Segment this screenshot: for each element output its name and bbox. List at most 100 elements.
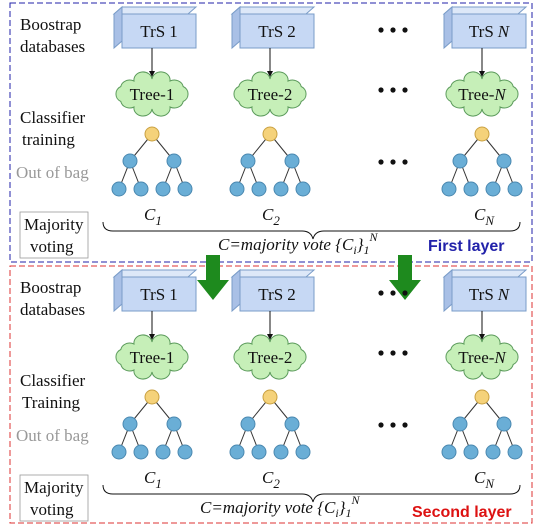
set-label: TrSN [469,285,511,304]
row-label: databases [20,300,85,319]
formula-sup: N [369,230,379,244]
tree-index: 2 [284,85,293,104]
box-side [232,270,240,311]
formula-sup: N [351,493,361,507]
box-top [232,270,314,277]
tree-node [497,154,511,168]
classifier-sub: 1 [155,476,162,491]
tree-node [241,417,255,431]
ellipsis-dot [378,87,383,92]
classifier-sub: N [484,476,495,491]
ellipsis-dot [378,350,383,355]
classifier-sub: 1 [155,213,162,228]
formula: C=majority vote {Ci}1N [218,230,379,257]
classifier-label: C2 [262,205,280,228]
tree-label: Tree-2 [248,348,293,367]
tree-label: Tree-N [458,85,507,104]
ellipsis-dot [402,290,407,295]
diagram: BoostrapdatabasesClassifiertrainingOut o… [0,0,542,527]
classifier-sub: 2 [273,476,280,491]
classifier-base: C [474,205,486,224]
set-index: 1 [169,22,178,41]
box-top [444,7,526,14]
tree-node [112,445,126,459]
row-label: Training [22,393,80,412]
tree-label: Tree-N [458,348,507,367]
set-index: 2 [287,285,296,304]
formula: C=majority vote {Ci}1N [200,493,361,520]
tree-node [274,182,288,196]
row-label: Classifier [20,108,85,127]
box-side [232,7,240,48]
tree-node [123,154,137,168]
tree-node [274,445,288,459]
tree-node [285,154,299,168]
box-side [114,270,122,311]
tree-node [156,445,170,459]
ellipsis-dot [402,422,407,427]
tree-node [230,182,244,196]
tree-prefix: Tree- [458,85,495,104]
tree-node [123,417,137,431]
tree-index: N [493,85,507,104]
tree-node [296,445,310,459]
box-top [232,7,314,14]
row-label: Majority [24,215,84,234]
ellipsis-dot [402,159,407,164]
tree-node [167,417,181,431]
tree-node [442,182,456,196]
row-label: Classifier [20,371,85,390]
tree-index: 1 [166,85,175,104]
tree-node [464,445,478,459]
ellipsis-dot [378,422,383,427]
tree-node [252,182,266,196]
ellipsis-dot [390,159,395,164]
classifier-base: C [144,468,156,487]
tree-node [296,182,310,196]
formula-sub: 1 [346,506,352,520]
box-top [114,270,196,277]
tree-label: Tree-1 [130,85,175,104]
ellipsis-dot [390,27,395,32]
tree-node [241,154,255,168]
tree-root [145,127,159,141]
classifier-base: C [262,205,274,224]
tree-label: Tree-2 [248,85,293,104]
tree-node [230,445,244,459]
row-label: training [22,130,75,149]
tree-node [508,182,522,196]
ellipsis-dot [378,27,383,32]
tree-node [252,445,266,459]
box-top [444,270,526,277]
tree-index: 2 [284,348,293,367]
tree-label: Tree-1 [130,348,175,367]
box-side [444,270,452,311]
set-index: N [497,285,511,304]
layer-title: First layer [428,238,504,255]
tree-prefix: Tree- [458,348,495,367]
formula-start: C=majority vote {C [218,235,354,254]
tree-root [475,390,489,404]
set-prefix: TrS [469,285,494,304]
row-label: Out of bag [16,163,89,182]
formula-sub: 1 [364,243,370,257]
tree-prefix: Tree- [130,348,167,367]
tree-root [263,127,277,141]
classifier-label: CN [474,205,495,228]
classifier-sub: 2 [273,213,280,228]
tree-node [508,445,522,459]
classifier-sub: N [484,213,495,228]
tree-prefix: Tree- [130,85,167,104]
row-label: voting [30,500,74,519]
layer-title: Second layer [412,504,512,521]
tree-index: 1 [166,348,175,367]
set-index: 2 [287,22,296,41]
set-prefix: TrS [469,22,494,41]
tree-node [156,182,170,196]
row-label: voting [30,237,74,256]
tree-root [263,390,277,404]
row-label: Majority [24,478,84,497]
ellipsis-dot [402,27,407,32]
